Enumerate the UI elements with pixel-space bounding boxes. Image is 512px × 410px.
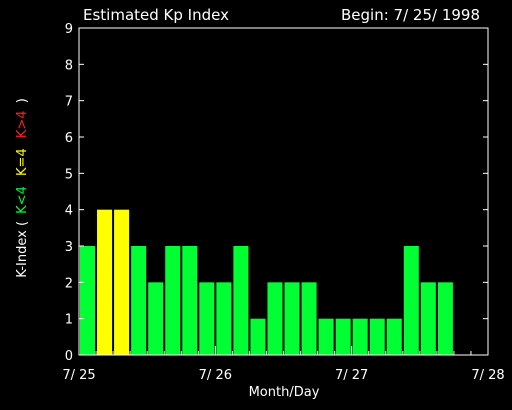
bars-group [80, 209, 453, 355]
x-axis-label: Month/Day [249, 385, 320, 400]
bar [352, 318, 368, 355]
bar [250, 318, 266, 355]
bar [420, 282, 436, 355]
y-label-high: K>4 [15, 110, 30, 138]
bar [335, 318, 351, 355]
bar [114, 209, 130, 355]
y-tick-label: 2 [65, 276, 73, 291]
y-label-low: K<4 [15, 186, 30, 214]
y-tick-label: 6 [65, 131, 73, 146]
bar [233, 246, 249, 355]
bar [437, 282, 453, 355]
y-tick-label: 5 [65, 167, 73, 182]
y-tick-label: 4 [65, 204, 73, 219]
bar [386, 318, 402, 355]
x-tick-label: 7/ 27 [335, 368, 368, 383]
y-tick-label: 7 [65, 95, 73, 110]
bar [318, 318, 334, 355]
y-label-mid: K=4 [15, 148, 30, 176]
y-label-suffix: ) [15, 98, 30, 103]
bar [182, 246, 198, 355]
y-tick-label: 1 [65, 313, 73, 328]
bar [199, 282, 215, 355]
bar [369, 318, 385, 355]
y-axis-label: K-Index ( K<4 K=4 K>4 ) [15, 98, 30, 278]
y-tick-label: 8 [65, 58, 73, 73]
chart-title: Estimated Kp Index [83, 6, 229, 24]
bar [216, 282, 232, 355]
x-axis: 7/ 25 7/ 26 7/ 27 7/ 28 [62, 346, 505, 383]
bar [267, 282, 283, 355]
bar [80, 246, 96, 355]
bar [131, 246, 147, 355]
bar [148, 282, 164, 355]
bar [284, 282, 300, 355]
bar [301, 282, 317, 355]
begin-date-label: Begin: 7/ 25/ 1998 [341, 6, 480, 24]
x-tick-label: 7/ 25 [62, 368, 95, 383]
bar [165, 246, 181, 355]
y-tick-label: 9 [65, 22, 73, 37]
x-tick-label: 7/ 28 [471, 368, 504, 383]
bar [403, 246, 419, 355]
bar [97, 209, 113, 355]
y-label-prefix: K-Index ( [15, 221, 30, 278]
x-tick-label: 7/ 26 [199, 368, 232, 383]
y-tick-label: 0 [65, 349, 73, 364]
y-tick-label: 3 [65, 240, 73, 255]
y-axis: 0 1 2 3 4 5 6 7 8 9 [65, 22, 488, 364]
